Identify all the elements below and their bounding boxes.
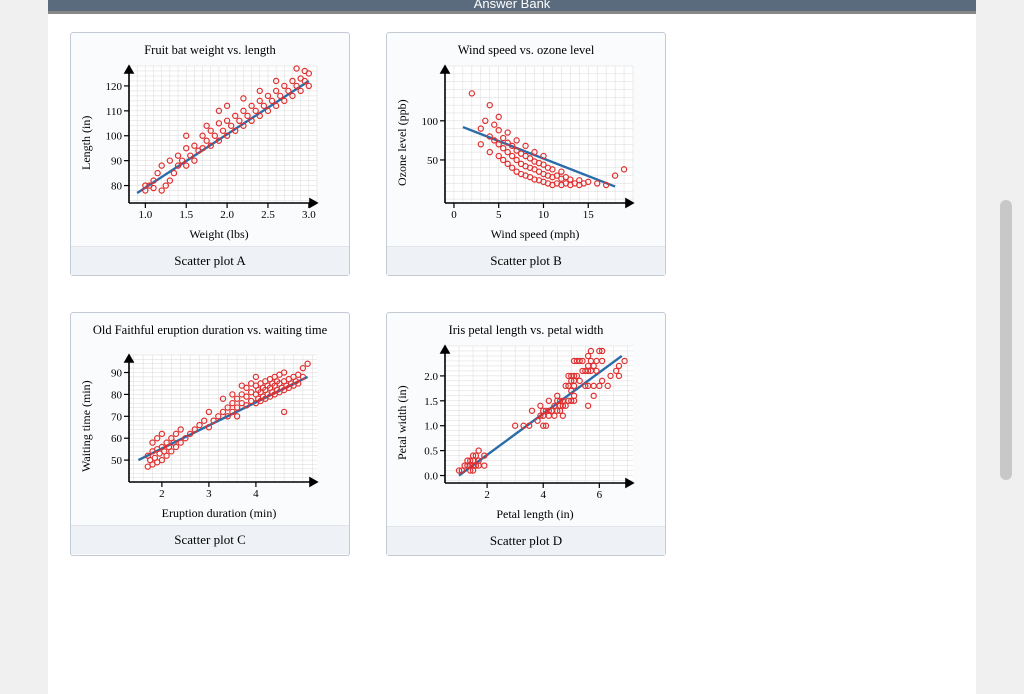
- chart-svg: 0 5 10 15 50 100: [411, 60, 659, 225]
- svg-text:5: 5: [496, 209, 502, 221]
- x-axis-label: Eruption duration (min): [77, 504, 343, 525]
- y-axis-label: Petal width (in): [393, 340, 411, 505]
- plot-caption: Scatter plot C: [71, 525, 349, 554]
- svg-text:70: 70: [111, 411, 123, 423]
- svg-text:1.5: 1.5: [424, 396, 438, 408]
- svg-text:1.5: 1.5: [179, 209, 193, 221]
- chart-svg: 2 3 4 50 60 70 80 90: [95, 349, 343, 504]
- svg-text:0.5: 0.5: [424, 446, 438, 458]
- row-2: Old Faithful eruption duration vs. waiti…: [70, 312, 966, 556]
- svg-text:1.0: 1.0: [424, 421, 438, 433]
- svg-text:3.0: 3.0: [302, 209, 316, 221]
- y-axis-label: Waiting time (min): [77, 349, 95, 504]
- plot-caption: Scatter plot B: [387, 246, 665, 275]
- chart-svg: 2 4 6 0.0 0.5 1.0 1.5 2.0: [411, 340, 659, 505]
- scrollbar-thumb[interactable]: [1000, 200, 1012, 480]
- y-axis-label: Ozone level (ppb): [393, 60, 411, 225]
- plot-area: Waiting time (min) 2 3 4 50 60 70 80 90: [77, 349, 343, 504]
- y-axis-label: Length (in): [77, 60, 95, 225]
- svg-text:80: 80: [111, 181, 123, 193]
- banner-label: Answer Bank: [474, 0, 551, 11]
- svg-text:4: 4: [253, 488, 259, 500]
- svg-text:100: 100: [106, 131, 123, 143]
- plot-caption: Scatter plot D: [387, 526, 665, 555]
- plot-grid: Fruit bat weight vs. length Length (in) …: [48, 14, 976, 602]
- svg-text:90: 90: [111, 368, 123, 380]
- svg-text:120: 120: [106, 81, 123, 93]
- svg-text:50: 50: [427, 155, 439, 167]
- card-scatter-c[interactable]: Old Faithful eruption duration vs. waiti…: [70, 312, 350, 556]
- plot-area: Ozone level (ppb) 0 5 10 15 50 100: [393, 60, 659, 225]
- svg-text:90: 90: [111, 156, 123, 168]
- chart-svg: 1.0 1.5 2.0 2.5 3.0 80 90 100 110 120: [95, 60, 343, 225]
- plot-area: Length (in) 1.0 1.5 2.0 2.5 3.0 80 90 100 110 120: [77, 60, 343, 225]
- x-axis-label: Wind speed (mph): [393, 225, 659, 246]
- svg-text:100: 100: [422, 116, 439, 128]
- svg-text:4: 4: [540, 489, 546, 501]
- card-scatter-d[interactable]: Iris petal length vs. petal width Petal …: [386, 312, 666, 556]
- plot-title: Wind speed vs. ozone level: [393, 39, 659, 60]
- svg-text:1.0: 1.0: [138, 209, 152, 221]
- svg-text:6: 6: [597, 489, 603, 501]
- plot-area: Petal width (in) 2 4 6 0.0 0.5 1.0 1.5 2.0: [393, 340, 659, 505]
- svg-text:2: 2: [159, 488, 165, 500]
- card-scatter-b[interactable]: Wind speed vs. ozone level Ozone level (…: [386, 32, 666, 276]
- svg-text:110: 110: [106, 106, 123, 118]
- plot-title: Old Faithful eruption duration vs. waiti…: [77, 319, 343, 349]
- svg-text:2.0: 2.0: [424, 371, 438, 383]
- svg-text:50: 50: [111, 455, 123, 467]
- page: Answer Bank Fruit bat weight vs. length …: [48, 0, 976, 694]
- svg-text:0.0: 0.0: [424, 471, 438, 483]
- plot-title: Fruit bat weight vs. length: [77, 39, 343, 60]
- svg-text:0: 0: [451, 209, 457, 221]
- svg-text:10: 10: [538, 209, 550, 221]
- x-axis-label: Petal length (in): [393, 505, 659, 526]
- answer-bank-banner: Answer Bank: [48, 0, 976, 14]
- svg-text:2.0: 2.0: [220, 209, 234, 221]
- plot-caption: Scatter plot A: [71, 246, 349, 275]
- svg-text:60: 60: [111, 433, 123, 445]
- svg-text:3: 3: [206, 488, 212, 500]
- svg-text:2.5: 2.5: [261, 209, 275, 221]
- svg-text:2: 2: [484, 489, 490, 501]
- card-scatter-a[interactable]: Fruit bat weight vs. length Length (in) …: [70, 32, 350, 276]
- svg-text:15: 15: [583, 209, 595, 221]
- svg-text:80: 80: [111, 389, 123, 401]
- row-1: Fruit bat weight vs. length Length (in) …: [70, 32, 966, 276]
- x-axis-label: Weight (lbs): [77, 225, 343, 246]
- plot-title: Iris petal length vs. petal width: [393, 319, 659, 340]
